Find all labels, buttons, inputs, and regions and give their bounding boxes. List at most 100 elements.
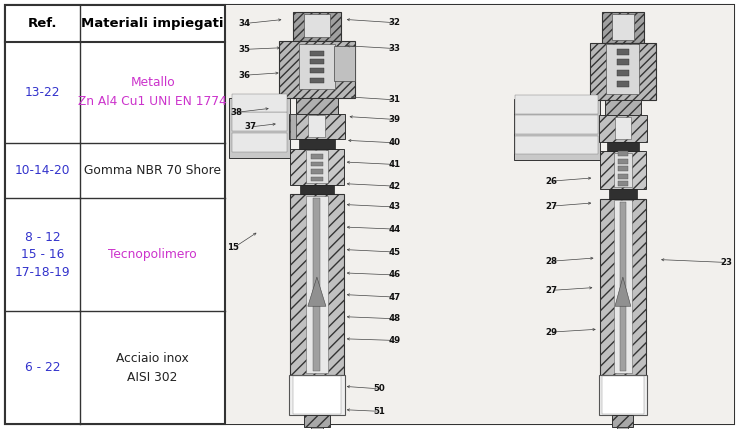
Text: 26: 26 [545, 177, 557, 186]
Text: Zn Al4 Cu1 UNI EN 1774: Zn Al4 Cu1 UNI EN 1774 [78, 95, 227, 108]
Text: 10-14-20: 10-14-20 [15, 164, 70, 177]
Polygon shape [308, 277, 326, 306]
Text: 39: 39 [389, 115, 401, 124]
Text: 47: 47 [389, 293, 401, 302]
Bar [310, 427, 323, 429]
Bar [618, 181, 627, 186]
Bar [311, 169, 322, 174]
Bar [515, 95, 598, 114]
Bar [279, 42, 355, 98]
Bar [5, 5, 225, 424]
Polygon shape [615, 277, 631, 306]
Bar [232, 94, 287, 112]
Bar [607, 142, 638, 151]
Text: 41: 41 [389, 160, 401, 169]
Text: 46: 46 [389, 270, 401, 279]
Bar [232, 112, 287, 131]
Text: 49: 49 [389, 336, 401, 345]
Text: 28: 28 [545, 257, 557, 266]
Bar [607, 44, 639, 94]
Bar [605, 100, 641, 115]
Bar [311, 154, 322, 159]
Bar [306, 150, 327, 183]
Text: 37: 37 [245, 122, 256, 131]
Text: 44: 44 [389, 225, 401, 234]
Bar [608, 190, 637, 199]
Bar [613, 153, 632, 187]
Text: 15 - 16: 15 - 16 [21, 248, 64, 261]
Bar [225, 5, 734, 424]
Bar [289, 115, 345, 139]
Text: 29: 29 [545, 328, 557, 337]
Text: AISI 302: AISI 302 [127, 371, 178, 384]
Text: 23: 23 [721, 258, 732, 267]
Text: 38: 38 [231, 108, 242, 117]
Bar [293, 376, 341, 414]
Text: 17-18-19: 17-18-19 [15, 266, 70, 278]
Bar [602, 376, 644, 414]
Text: 15: 15 [228, 243, 239, 252]
Bar [618, 151, 627, 156]
Text: 40: 40 [389, 138, 401, 147]
Text: 13-22: 13-22 [24, 86, 60, 99]
Bar [618, 174, 627, 178]
Text: 31: 31 [389, 95, 401, 104]
Bar [617, 82, 629, 88]
Text: 6 - 22: 6 - 22 [24, 361, 60, 374]
Bar [617, 70, 629, 76]
Bar [613, 416, 633, 427]
Text: Gomma NBR 70 Shore: Gomma NBR 70 Shore [84, 164, 221, 177]
Bar [310, 59, 324, 64]
Text: 50: 50 [373, 384, 385, 393]
Bar [304, 14, 330, 37]
Bar [310, 51, 324, 56]
Bar [590, 43, 656, 100]
Bar [296, 98, 338, 115]
Bar [613, 200, 632, 373]
Bar [229, 98, 290, 158]
Bar [514, 99, 600, 160]
Bar [617, 427, 628, 429]
Bar [299, 139, 336, 149]
Bar [311, 162, 322, 166]
Text: 42: 42 [389, 181, 401, 190]
Bar [290, 115, 296, 139]
Bar [290, 149, 344, 185]
Text: 45: 45 [389, 248, 401, 257]
Bar [515, 136, 598, 154]
Bar [299, 43, 336, 89]
Text: Ref.: Ref. [28, 17, 57, 30]
Bar [599, 375, 647, 416]
Bar [304, 416, 330, 427]
Bar [310, 78, 324, 83]
Bar [612, 14, 634, 40]
Text: 48: 48 [389, 314, 401, 323]
Text: 33: 33 [389, 44, 401, 53]
Bar [618, 159, 627, 163]
Text: 36: 36 [239, 71, 251, 80]
Bar [618, 166, 627, 171]
Text: 8 - 12: 8 - 12 [24, 230, 61, 244]
Bar [600, 151, 646, 190]
Text: 51: 51 [373, 407, 385, 416]
Text: 34: 34 [239, 19, 251, 28]
Text: 27: 27 [545, 202, 557, 211]
Text: 43: 43 [389, 202, 401, 211]
Bar [289, 375, 345, 416]
Bar [290, 194, 344, 375]
Bar [617, 59, 629, 65]
Text: 27: 27 [545, 286, 557, 295]
Bar [599, 115, 647, 142]
Bar [602, 12, 644, 43]
Text: Tecnopolimero: Tecnopolimero [109, 248, 197, 261]
Bar [310, 68, 324, 73]
Bar [306, 196, 327, 373]
Text: Materiali impiegati: Materiali impiegati [81, 17, 224, 30]
Text: Metallo: Metallo [130, 76, 175, 89]
Text: 35: 35 [239, 45, 251, 54]
Bar [232, 133, 287, 152]
Bar [313, 198, 320, 371]
Bar [311, 177, 322, 181]
Bar [515, 115, 598, 133]
Bar [620, 202, 626, 371]
